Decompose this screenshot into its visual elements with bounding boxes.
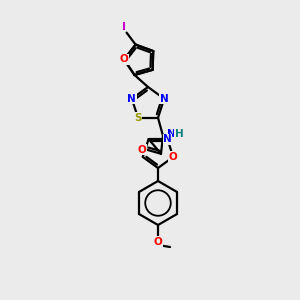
Text: O: O xyxy=(138,145,146,155)
Text: H: H xyxy=(175,129,183,139)
Text: N: N xyxy=(163,134,172,144)
Text: N: N xyxy=(160,94,169,104)
Text: O: O xyxy=(154,237,162,247)
Text: O: O xyxy=(120,54,128,64)
Text: I: I xyxy=(122,22,126,32)
Text: N: N xyxy=(167,129,176,139)
Text: S: S xyxy=(134,113,142,123)
Text: N: N xyxy=(128,94,136,104)
Text: O: O xyxy=(169,152,178,162)
